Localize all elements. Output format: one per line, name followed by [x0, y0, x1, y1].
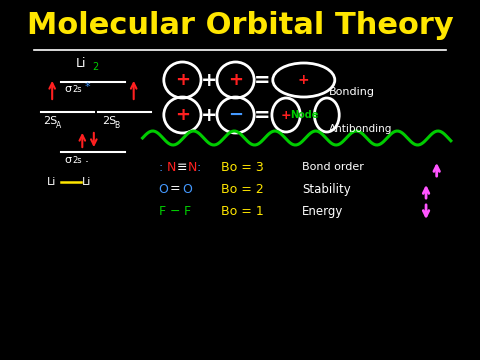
Text: F: F	[183, 204, 191, 217]
Text: *: *	[85, 82, 91, 92]
Text: 2s: 2s	[72, 85, 82, 94]
Text: O: O	[158, 183, 168, 195]
Text: Antibonding: Antibonding	[329, 124, 392, 134]
Text: Stability: Stability	[302, 183, 351, 195]
Text: :: :	[158, 161, 163, 174]
Text: N: N	[167, 161, 176, 174]
Text: =: =	[254, 105, 270, 125]
Text: Bo = 3: Bo = 3	[220, 161, 263, 174]
Text: .: .	[85, 152, 89, 165]
Text: −: −	[170, 204, 180, 217]
Text: N: N	[188, 161, 197, 174]
Text: Bonding: Bonding	[329, 87, 374, 97]
Text: 2S: 2S	[43, 116, 58, 126]
Text: Li: Li	[47, 177, 56, 187]
Text: +: +	[228, 71, 243, 89]
Text: 2s: 2s	[72, 156, 82, 165]
Text: Molecular Orbital Theory: Molecular Orbital Theory	[26, 10, 454, 40]
Text: −: −	[228, 106, 243, 124]
Text: 2S: 2S	[102, 116, 116, 126]
Text: σ: σ	[65, 155, 72, 165]
Text: Li: Li	[76, 57, 86, 69]
Text: Bo = 2: Bo = 2	[220, 183, 263, 195]
Text: +: +	[201, 105, 217, 125]
Text: +: +	[298, 73, 310, 87]
Text: Bond order: Bond order	[302, 162, 364, 172]
Text: F: F	[158, 204, 166, 217]
Text: Li: Li	[82, 177, 92, 187]
Text: =: =	[170, 183, 180, 195]
Text: +: +	[281, 108, 291, 122]
Text: Node: Node	[290, 110, 319, 120]
Text: Bo = 1: Bo = 1	[220, 204, 263, 217]
Text: ≡: ≡	[176, 161, 187, 174]
Text: Energy: Energy	[302, 204, 343, 217]
Text: :: :	[197, 161, 201, 174]
Text: +: +	[175, 71, 190, 89]
Text: +: +	[175, 106, 190, 124]
Text: 2: 2	[92, 62, 98, 72]
Text: +: +	[201, 71, 217, 90]
Text: B: B	[114, 121, 120, 130]
Text: A: A	[56, 121, 61, 130]
Text: =: =	[254, 71, 270, 90]
Text: O: O	[182, 183, 192, 195]
Text: σ: σ	[65, 84, 72, 94]
